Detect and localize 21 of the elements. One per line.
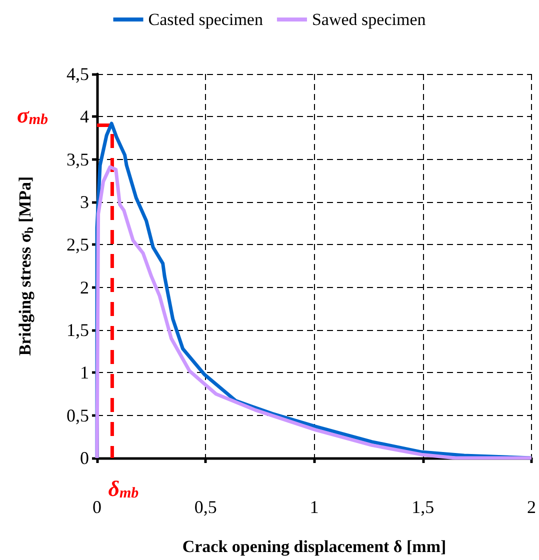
y-tick-label: 1,5	[66, 320, 89, 340]
y-tick-label: 3	[80, 192, 89, 212]
legend-label: Sawed specimen	[312, 10, 426, 29]
y-tick-label: 0,5	[66, 405, 89, 426]
legend-label: Casted specimen	[148, 10, 264, 29]
y-axis-title: Bridging stress σb [MPa]	[16, 176, 36, 356]
y-tick-label: 2	[80, 277, 89, 298]
x-tick-label: 0	[92, 497, 102, 517]
y-tick-label: 4	[80, 106, 89, 127]
annotation: δmb	[108, 476, 140, 502]
x-tick-label: 1	[310, 497, 319, 517]
x-tick-label: 2	[527, 497, 536, 517]
x-axis-title: Crack opening displacement δ [mm]	[182, 537, 446, 556]
y-tick-label: 0	[80, 448, 89, 468]
y-tick-label: 2,5	[66, 234, 89, 255]
x-tick-label: 0,5	[194, 497, 217, 517]
annotation: σmb	[17, 102, 49, 128]
y-tick-label: 3,5	[66, 149, 89, 170]
y-tick-label: 1	[80, 362, 89, 383]
y-tick-label: 4,5	[66, 64, 89, 84]
x-tick-label: 1,5	[412, 497, 434, 517]
